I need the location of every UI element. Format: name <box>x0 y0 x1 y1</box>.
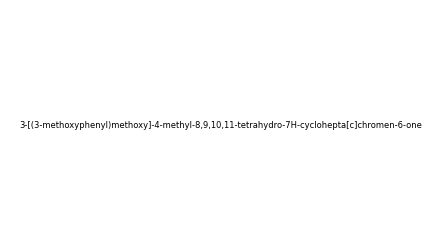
Text: 3-[(3-methoxyphenyl)methoxy]-4-methyl-8,9,10,11-tetrahydro-7H-cyclohepta[c]chrom: 3-[(3-methoxyphenyl)methoxy]-4-methyl-8,… <box>19 121 423 131</box>
